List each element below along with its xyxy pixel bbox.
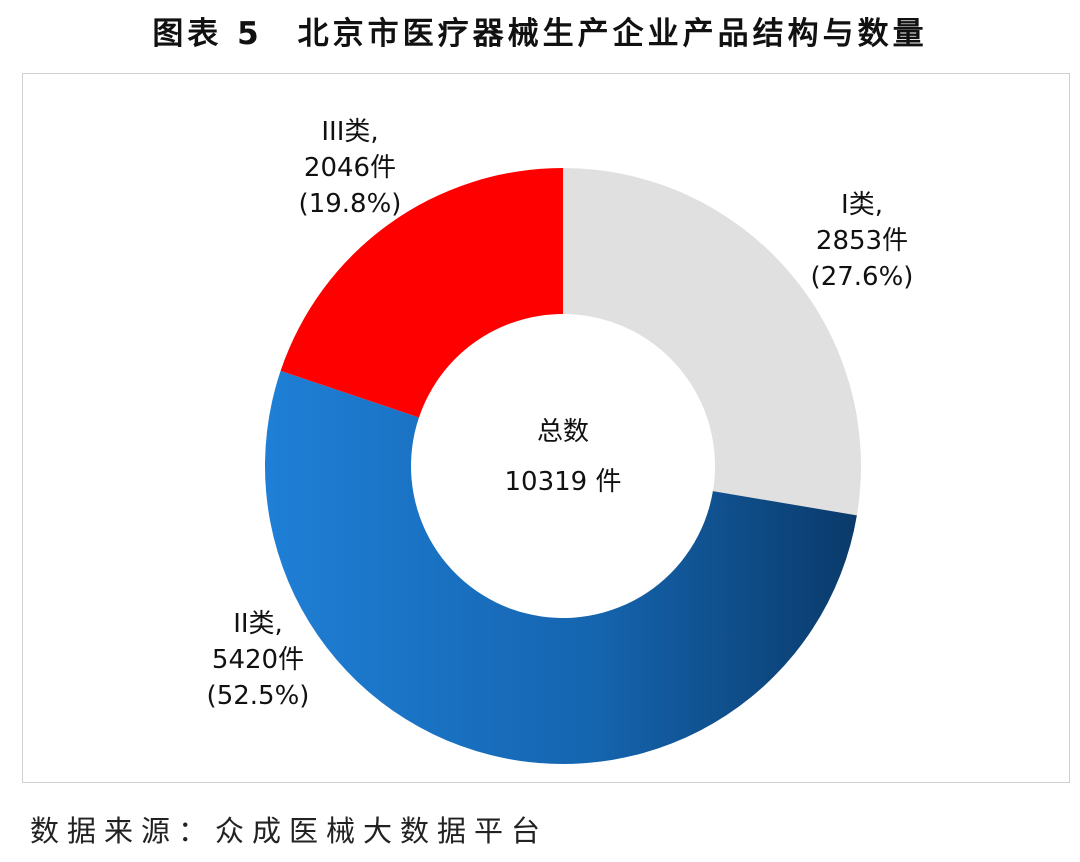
center-title: 总数 [537,417,589,447]
slice-ii [265,370,857,764]
slice-label-ii: II类, 5420件(52.5%) [207,609,310,711]
center-total: 10319 件 [505,467,622,497]
chart-title: 图表 5 北京市医疗器械生产企业产品结构与数量 [152,16,928,52]
slice-label-iii: III类, 2046件(19.8%) [299,117,402,219]
slice-label-i: I类, 2853件(27.6%) [811,190,914,292]
slice-iii [280,168,563,418]
chart-frame [22,73,1070,783]
slice-i [563,168,861,516]
data-source: 数据来源：众成医械大数据平台 [30,814,549,848]
